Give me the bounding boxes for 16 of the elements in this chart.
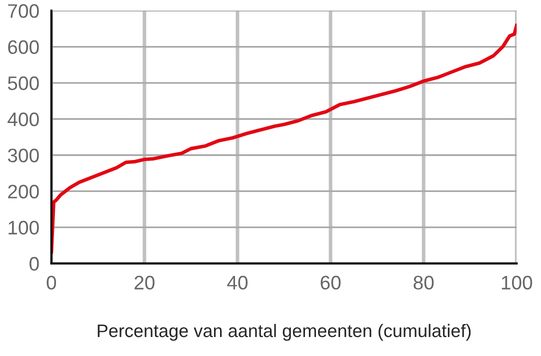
y-tick-label: 700 xyxy=(8,4,39,18)
x-tick-label: 100 xyxy=(502,276,532,290)
x-tick-label: 40 xyxy=(227,276,248,290)
y-tick-label: 0 xyxy=(30,256,39,271)
y-tick-label: 400 xyxy=(8,112,39,126)
y-tick-label: 500 xyxy=(8,76,39,90)
y-tick-label: 100 xyxy=(8,220,39,235)
x-tick-label: 80 xyxy=(414,276,434,290)
y-tick-label: 600 xyxy=(8,40,39,54)
y-tick-label: 300 xyxy=(8,148,39,162)
x-axis-title: Percentage van aantal gemeenten (cumulatief) xyxy=(98,324,471,341)
x-tick-label: 0 xyxy=(46,276,56,290)
line-series xyxy=(51,23,517,254)
x-tick-label: 20 xyxy=(134,276,154,290)
y-tick-label: 200 xyxy=(8,184,39,198)
x-tick-label: 60 xyxy=(320,276,341,290)
